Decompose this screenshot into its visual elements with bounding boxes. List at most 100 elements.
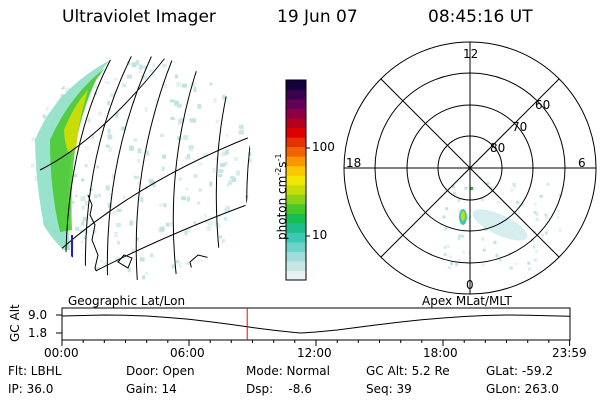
- geo-speckle-dot: [81, 205, 85, 210]
- geo-speckle-dot: [137, 148, 142, 154]
- geo-speckle-dot: [81, 220, 85, 226]
- geo-speckle-dot: [174, 59, 177, 63]
- polar-speckle-dot: [528, 267, 532, 271]
- polar-speckle-dot: [455, 263, 458, 266]
- geo-speckle-dot: [218, 174, 223, 178]
- colorbar-segment: [286, 203, 306, 214]
- geo-speckle-dot: [193, 87, 197, 92]
- geo-speckle-dot: [70, 69, 76, 73]
- polar-speckle-dot: [482, 248, 486, 252]
- geo-speckle-dot: [108, 146, 113, 152]
- geo-speckle-dot: [161, 166, 165, 171]
- polar-speckle-dot: [458, 234, 462, 238]
- geo-speckle-dot: [111, 174, 115, 179]
- geo-speckle-dot: [203, 213, 207, 218]
- polar-speckle-dot: [556, 215, 560, 219]
- geo-speckle-dot: [122, 126, 127, 131]
- geo-speckle-dot: [116, 223, 122, 228]
- colorbar-segment: [286, 194, 306, 205]
- polar-speckle-dot: [481, 237, 485, 241]
- geo-speckle-dot: [178, 262, 182, 268]
- geo-speckle-dot: [53, 61, 56, 67]
- geo-map: [28, 56, 252, 280]
- colorbar-segment: [286, 156, 306, 167]
- geo-speckle-dot: [170, 116, 175, 120]
- polar-speckle-dot: [513, 184, 517, 188]
- geo-speckle-dot: [45, 106, 49, 111]
- geo-speckle-dot: [108, 108, 112, 114]
- polar-speckle-dot: [451, 185, 455, 189]
- geo-speckle-dot: [131, 62, 137, 68]
- date-label: 19 Jun 07: [277, 7, 358, 27]
- polar-speckle-dot: [493, 241, 497, 244]
- polar-speckle-dot: [464, 186, 468, 190]
- gcalt-xtick-label-1800: 18:00: [423, 346, 458, 360]
- polar-speckle-dot: [446, 245, 450, 248]
- polar-speckle-dot: [489, 186, 493, 190]
- geo-speckle-dot: [235, 65, 240, 71]
- geo-speckle-dot: [219, 235, 223, 239]
- geo-speckle-dot: [33, 86, 37, 91]
- geo-speckle-dot: [170, 221, 174, 227]
- gcalt-ytick-label-1-8: 1.8: [28, 326, 48, 340]
- geo-speckle-dot: [65, 78, 70, 82]
- geo-speckle-dot: [94, 267, 100, 270]
- geo-speckle-dot: [243, 261, 248, 267]
- geo-speckle-dot: [59, 84, 65, 90]
- geo-speckle-dot: [238, 124, 244, 129]
- polar-speckle-dot: [517, 210, 521, 214]
- polar-emission-core: [461, 211, 465, 221]
- colorbar-segment: [286, 146, 306, 157]
- geo-speckle-dot: [84, 201, 88, 206]
- polar-speckle-dot: [514, 262, 518, 266]
- geo-speckle-dot: [155, 98, 159, 102]
- geo-speckle-dot: [198, 188, 202, 192]
- polar-diagonal-2: [380, 78, 560, 258]
- geo-speckle-dot: [84, 164, 88, 168]
- geo-speckle-dot: [122, 83, 127, 88]
- info-flt: Flt: LBHL: [8, 364, 62, 378]
- geo-speckle-dot: [224, 207, 230, 213]
- geo-speckle-dot: [103, 262, 108, 268]
- geo-speckle-dot: [138, 64, 143, 70]
- geo-speckle-dot: [40, 226, 45, 230]
- polar-speckle-dot: [480, 198, 484, 202]
- geo-speckle-dot: [233, 157, 239, 161]
- geo-speckle-dot: [145, 271, 149, 275]
- colorbar-segment: [286, 184, 306, 195]
- geo-speckle-dot: [181, 83, 187, 88]
- geo-speckle-dot: [96, 165, 100, 169]
- colorbar-unit-mid: s: [275, 161, 289, 168]
- geo-speckle-dot: [231, 177, 237, 182]
- polar-plot: [343, 41, 597, 295]
- polar-grid: [343, 41, 597, 295]
- polar-speckle-dot: [556, 209, 560, 213]
- info-door: Door: Open: [126, 364, 195, 378]
- polar-speckle-dot: [544, 231, 548, 235]
- geo-speckle-dot: [246, 116, 250, 122]
- geo-speckle-dot: [110, 93, 116, 98]
- geo-speckle-dot: [36, 107, 42, 111]
- geo-speckle-dot: [48, 73, 52, 76]
- polar-speckle-dot: [544, 216, 548, 220]
- geo-speckle-dot: [62, 271, 65, 277]
- geo-speckle-dot: [231, 83, 237, 89]
- colorbar-unit-exp2: -1: [274, 153, 283, 162]
- geo-speckle-dot: [213, 222, 219, 227]
- geo-speckle-dot: [174, 74, 178, 79]
- geo-speckle-dot: [228, 179, 233, 185]
- polar-speckle-dot: [535, 212, 539, 216]
- polar-lat-70: 70: [512, 120, 528, 134]
- geo-speckle-dot: [209, 181, 213, 187]
- geo-speckle-dot: [139, 257, 145, 262]
- geo-speckle-dot: [215, 119, 219, 124]
- polar-speckle-dot: [546, 182, 550, 186]
- geo-speckle-dot: [247, 222, 252, 228]
- geo-speckle-dot: [94, 85, 98, 89]
- geo-speckle-dot: [163, 203, 167, 208]
- time-label: 08:45:16 UT: [428, 7, 533, 27]
- geo-speckle-dot: [203, 152, 208, 158]
- geo-speckle-dot: [128, 145, 134, 151]
- geo-speckle-dot: [56, 99, 60, 103]
- geo-speckle-dot: [176, 260, 180, 264]
